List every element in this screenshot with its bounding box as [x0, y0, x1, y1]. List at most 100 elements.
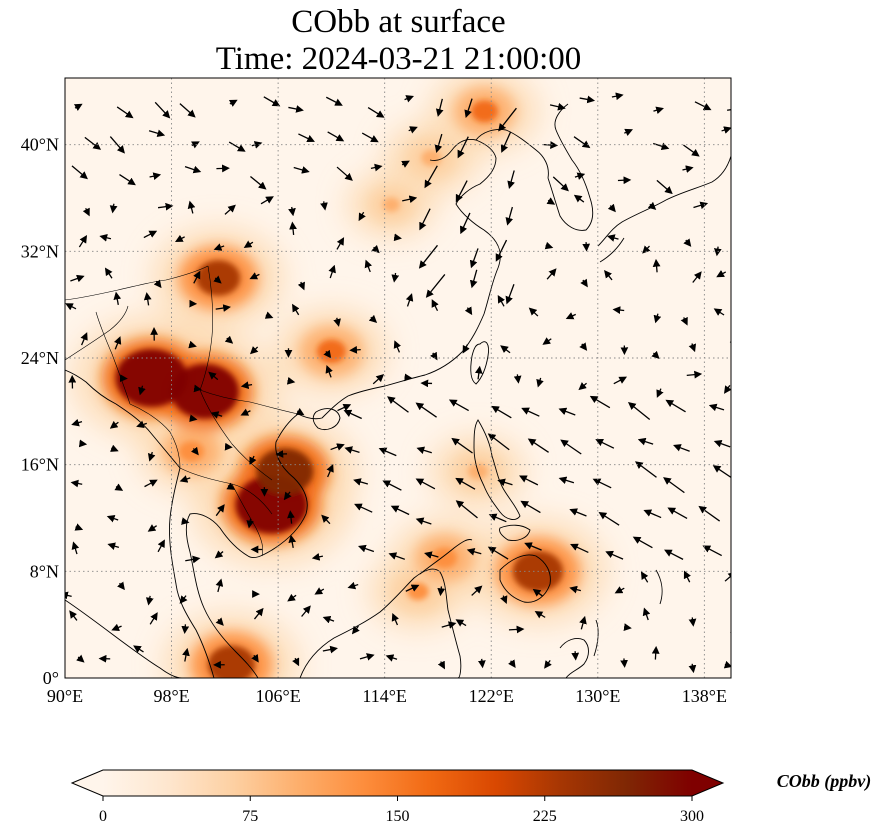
- wind-arrow: [157, 539, 165, 553]
- map-panel[interactable]: [63, 69, 748, 717]
- bay-of-bengal-coastline: [65, 369, 181, 469]
- wind-arrow: [573, 136, 591, 149]
- korea-coastline: [547, 103, 594, 231]
- wind-arrow: [415, 402, 437, 418]
- wind-arrow: [524, 542, 542, 551]
- wind-arrow: [647, 201, 657, 210]
- core-thailand: [179, 441, 205, 462]
- wind-arrow: [589, 395, 611, 409]
- wind-arrow: [405, 584, 420, 592]
- wind-arrow: [358, 211, 366, 222]
- wind-arrow: [371, 244, 380, 254]
- wind-arrow: [298, 133, 315, 143]
- wind-arrow: [215, 578, 224, 593]
- wind-arrow: [729, 340, 731, 344]
- lat-tick-label: 0°: [43, 668, 59, 688]
- smoke-core-layer: [115, 100, 564, 678]
- wind-arrow: [70, 274, 85, 283]
- wind-arrow: [368, 314, 378, 324]
- wind-arrow: [382, 480, 402, 491]
- wind-arrow: [617, 176, 632, 185]
- wind-arrow: [627, 402, 651, 420]
- wind-arrow: [372, 373, 385, 385]
- wind-arrow: [215, 504, 225, 517]
- wind-arrow: [240, 381, 253, 390]
- wind-arrow: [71, 541, 80, 555]
- wind-arrow: [330, 443, 345, 451]
- wind-arrow: [391, 612, 399, 626]
- wind-arrow: [653, 313, 662, 324]
- wind-arrow: [390, 505, 410, 516]
- wind-arrow: [387, 396, 409, 413]
- wind-arrow: [184, 165, 202, 174]
- wind-arrow: [694, 101, 712, 111]
- wind-arrow: [642, 245, 651, 254]
- wind-arrow: [415, 478, 436, 490]
- wind-arrow: [325, 96, 343, 106]
- wind-arrow: [664, 549, 684, 560]
- wind-arrow: [408, 126, 418, 134]
- wind-arrow: [497, 294, 505, 307]
- plot-title: CObb at surface: [291, 4, 506, 40]
- wind-arrow: [634, 461, 657, 478]
- wind-arrow: [708, 403, 725, 412]
- wind-arrow: [301, 605, 311, 617]
- wind-arrow: [640, 571, 649, 583]
- wind-arrow: [364, 259, 373, 273]
- kyushu-coastline: [599, 237, 625, 263]
- wind-arrow: [185, 555, 201, 564]
- coastlines: [65, 103, 731, 678]
- wind-arrow: [592, 478, 612, 489]
- wind-arrow: [113, 291, 122, 305]
- lon-tick-label: 122°E: [469, 686, 514, 706]
- wind-arrow: [521, 407, 540, 417]
- wind-arrow: [466, 548, 482, 556]
- wind-arrow: [712, 465, 731, 479]
- wind-arrow: [263, 96, 281, 107]
- wind-arrow: [288, 105, 304, 113]
- border-bangladesh: [65, 305, 129, 361]
- core-northern-laos: [170, 363, 239, 419]
- wind-arrow: [321, 514, 331, 525]
- wind-arrow: [311, 553, 324, 561]
- wind-arrow: [573, 194, 585, 203]
- wind-arrow: [673, 444, 690, 452]
- colorbar-extend-low: [72, 770, 103, 796]
- wind-arrow: [416, 446, 432, 454]
- wind-arrow: [682, 165, 694, 173]
- wind-arrow: [574, 172, 586, 180]
- wind-arrow: [491, 405, 512, 419]
- wind-arrow: [149, 612, 158, 625]
- wind-arrow: [455, 619, 467, 627]
- wind-arrow: [565, 312, 577, 320]
- wind-arrow: [215, 617, 224, 626]
- wind-arrow: [721, 126, 731, 134]
- border-myanmar-china: [199, 265, 214, 391]
- wind-arrow: [179, 475, 191, 483]
- wind-arrow: [632, 536, 653, 549]
- wind-arrow: [354, 503, 373, 513]
- wind-arrow: [111, 623, 122, 631]
- core-borneo-north: [407, 582, 429, 601]
- wind-arrow: [464, 306, 473, 316]
- wind-arrow: [71, 418, 83, 427]
- wind-arrow: [65, 591, 72, 600]
- wind-arrow: [359, 653, 375, 661]
- wind-arrow: [435, 98, 444, 117]
- wind-arrow: [451, 437, 473, 454]
- core-hebei: [421, 149, 442, 167]
- wind-arrow: [595, 439, 615, 449]
- wind-arrow: [534, 610, 546, 619]
- colorbar-ticks: 0 75 150 225 300: [99, 796, 704, 825]
- wind-arrow: [604, 270, 613, 281]
- wind-arrow: [656, 179, 673, 195]
- wind-arrow: [179, 103, 196, 118]
- wind-arrow: [322, 615, 335, 624]
- lat-tick-label: 24°N: [21, 348, 59, 368]
- wind-arrow: [253, 607, 264, 620]
- wind-arrow: [326, 464, 334, 478]
- wind-arrow: [713, 308, 725, 316]
- core-guangxi: [316, 339, 346, 364]
- wind-arrow: [552, 176, 569, 192]
- wind-arrow: [724, 571, 731, 582]
